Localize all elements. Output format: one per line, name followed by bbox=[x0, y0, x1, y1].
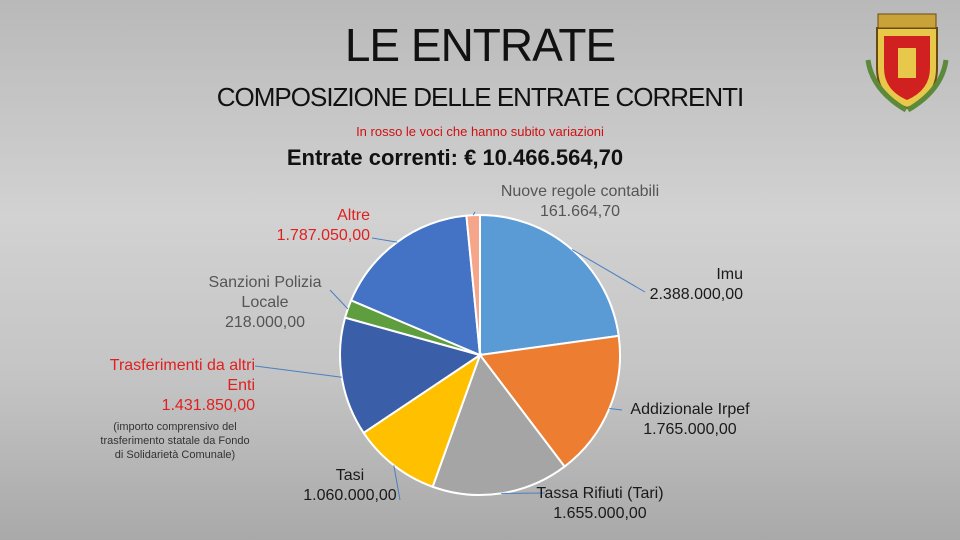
annotation: In rosso le voci che hanno subito variaz… bbox=[356, 124, 604, 139]
leader-line bbox=[571, 249, 646, 293]
leader-line bbox=[254, 365, 342, 378]
value-label: 2.388.000,00 bbox=[649, 286, 743, 303]
slice-label: Altre 1.787.050,00 bbox=[250, 206, 370, 246]
pie-slice bbox=[479, 213, 620, 357]
value-label: 1.060.000,00 bbox=[303, 487, 397, 504]
value-label: 1.655.000,00 bbox=[553, 505, 647, 522]
category-label: Tasi bbox=[335, 467, 365, 484]
category-label: Addizionale Irpef bbox=[630, 401, 750, 418]
category-label: Sanzioni Polizia Locale bbox=[208, 274, 322, 311]
slice-label: Tasi 1.060.000,00 bbox=[290, 466, 410, 506]
value-label: 218.000,00 bbox=[224, 314, 306, 331]
slice-label: Addizionale Irpef 1.765.000,00 bbox=[610, 400, 770, 440]
leader-line bbox=[472, 211, 476, 216]
value-label: 1.431.850,00 bbox=[161, 397, 255, 414]
value-label: 161.664,70 bbox=[539, 203, 621, 220]
pie-slice bbox=[339, 316, 483, 435]
title: LE ENTRATE bbox=[344, 19, 616, 71]
leader-line bbox=[609, 408, 623, 411]
category-label: Nuove regole contabili bbox=[500, 183, 660, 200]
slice-label: Trasferimenti da altri Enti 1.431.850,00 (… bbox=[95, 356, 255, 462]
subtitle: COMPOSIZIONE DELLE ENTRATE CORRENTI bbox=[216, 82, 744, 112]
category-label: Tassa Rifiuti (Tari) bbox=[536, 485, 664, 502]
category-label: Imu bbox=[716, 266, 743, 283]
category-label: Trasferimenti da altri Enti bbox=[109, 357, 255, 394]
category-label: Altre bbox=[337, 207, 370, 224]
slice-label: Imu 2.388.000,00 bbox=[600, 265, 743, 305]
value-label: 1.765.000,00 bbox=[643, 421, 737, 438]
pie-slice bbox=[478, 334, 621, 468]
slice-label: Tassa Rifiuti (Tari) 1.655.000,00 bbox=[520, 484, 680, 524]
transfer-note: (importo comprensivo del trasferimento s… bbox=[100, 421, 250, 461]
slice-label: Sanzioni Polizia Locale 218.000,00 bbox=[200, 273, 330, 333]
pie-slice bbox=[431, 352, 566, 496]
slice-label: Nuove regole contabili 161.664,70 bbox=[490, 182, 670, 222]
leader-line bbox=[371, 237, 398, 243]
leader-line bbox=[329, 289, 349, 310]
pie-slice bbox=[465, 213, 481, 356]
total: Entrate correnti: € 10.466.564,70 bbox=[286, 145, 624, 170]
crest bbox=[865, 13, 949, 113]
leader-line bbox=[393, 465, 401, 501]
value-label: 1.787.050,00 bbox=[276, 227, 370, 244]
